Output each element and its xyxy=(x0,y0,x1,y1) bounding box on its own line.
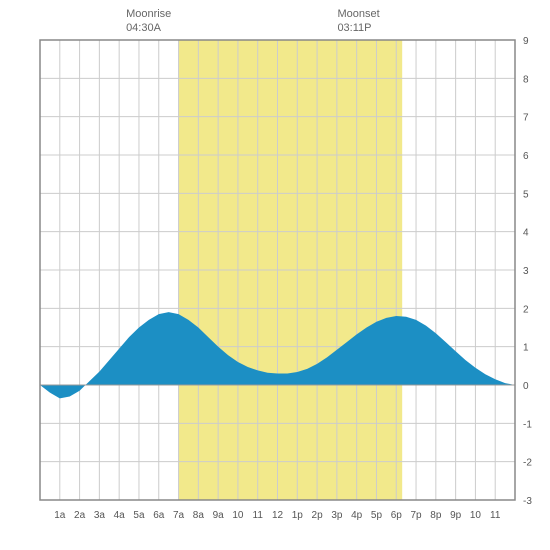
x-tick-label: 10 xyxy=(232,510,244,521)
y-tick-label: 3 xyxy=(523,266,529,277)
y-tick-label: 8 xyxy=(523,74,529,85)
annotation-title: Moonset xyxy=(337,7,379,21)
x-tick-label: 8p xyxy=(430,510,442,521)
y-tick-label: 5 xyxy=(523,189,529,200)
x-tick-label: 1p xyxy=(292,510,304,521)
y-tick-label: 6 xyxy=(523,151,529,162)
x-tick-label: 2a xyxy=(74,510,86,521)
y-tick-label: 9 xyxy=(523,36,529,47)
x-tick-label: 1a xyxy=(54,510,66,521)
x-tick-label: 10 xyxy=(470,510,482,521)
x-tick-label: 5a xyxy=(133,510,145,521)
x-tick-label: 6a xyxy=(153,510,165,521)
x-tick-label: 11 xyxy=(253,510,264,521)
x-tick-label: 4p xyxy=(351,510,363,521)
annotation-title: Moonrise xyxy=(126,7,171,21)
x-tick-label: 7p xyxy=(410,510,422,521)
annotation-time: 04:30A xyxy=(126,21,171,35)
moonset-annotation: Moonset03:11P xyxy=(337,7,379,36)
x-tick-label: 11 xyxy=(490,510,501,521)
tide-chart: -3-2-101234567891a2a3a4a5a6a7a8a9a101112… xyxy=(0,0,550,550)
x-tick-label: 3a xyxy=(94,510,106,521)
x-tick-label: 9p xyxy=(450,510,462,521)
x-tick-label: 7a xyxy=(173,510,185,521)
x-tick-label: 9a xyxy=(213,510,225,521)
y-tick-label: -3 xyxy=(523,496,532,507)
y-tick-label: 7 xyxy=(523,113,529,124)
x-tick-label: 5p xyxy=(371,510,383,521)
x-tick-label: 8a xyxy=(193,510,205,521)
moonrise-annotation: Moonrise04:30A xyxy=(126,7,171,36)
y-tick-label: 1 xyxy=(523,343,529,354)
y-tick-label: -1 xyxy=(523,419,532,430)
x-tick-label: 2p xyxy=(312,510,324,521)
annotation-time: 03:11P xyxy=(337,21,379,35)
x-tick-label: 12 xyxy=(272,510,284,521)
chart-svg: -3-2-101234567891a2a3a4a5a6a7a8a9a101112… xyxy=(0,0,550,550)
y-tick-label: 4 xyxy=(523,228,529,239)
x-tick-label: 6p xyxy=(391,510,403,521)
x-tick-label: 3p xyxy=(331,510,343,521)
x-tick-label: 4a xyxy=(114,510,126,521)
y-tick-label: 2 xyxy=(523,304,529,315)
y-tick-label: -2 xyxy=(523,458,532,469)
y-tick-label: 0 xyxy=(523,381,529,392)
